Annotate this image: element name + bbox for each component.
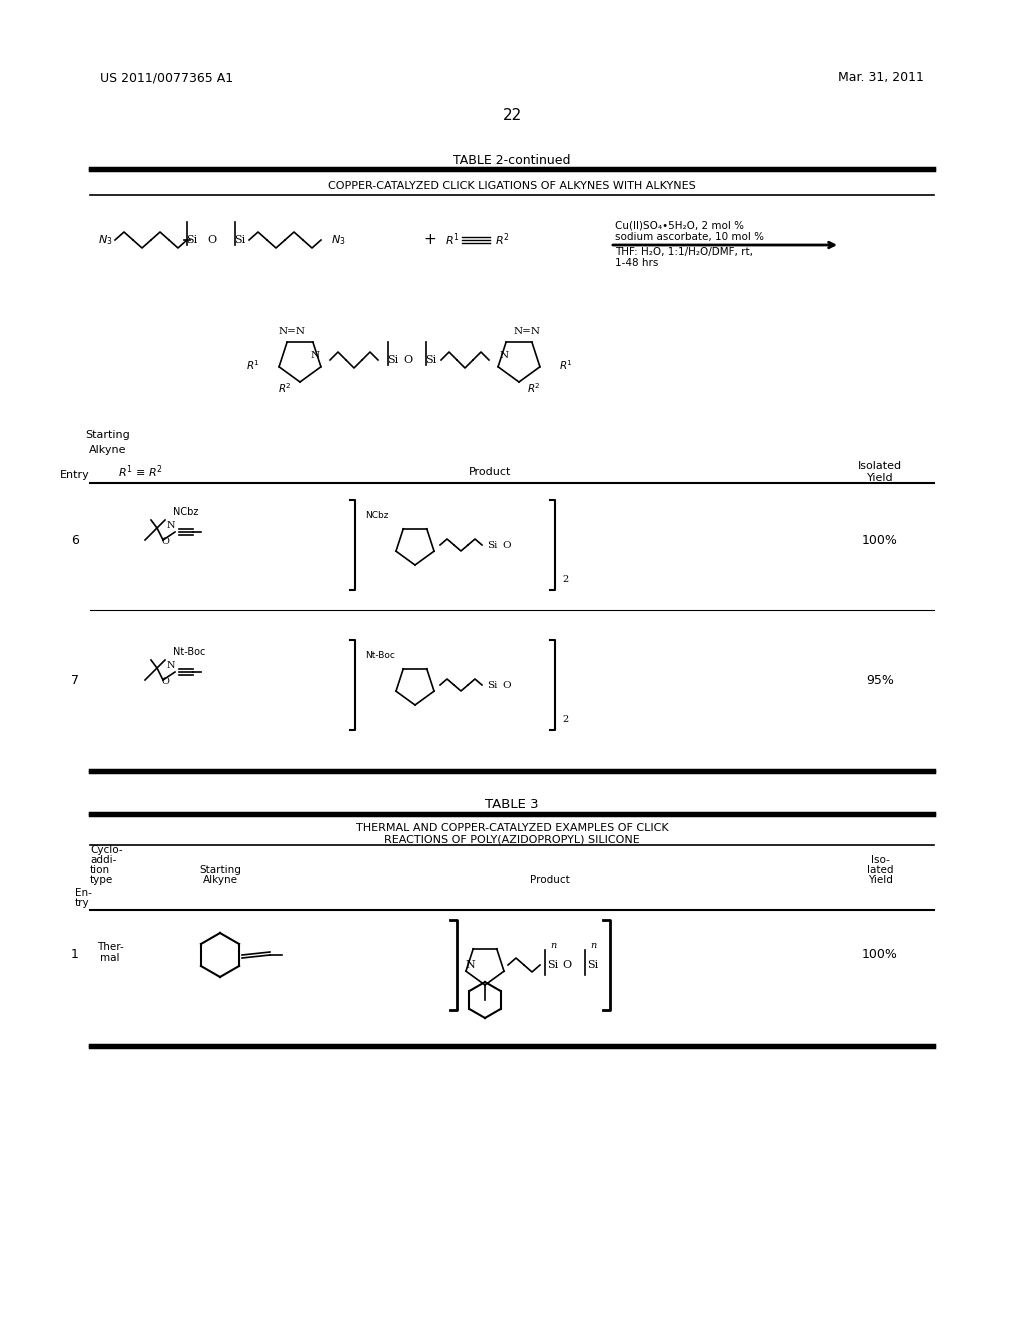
Text: Si: Si	[186, 235, 198, 246]
Text: 100%: 100%	[862, 533, 898, 546]
Text: 2: 2	[562, 576, 568, 585]
Text: 1: 1	[71, 949, 79, 961]
Text: addi-: addi-	[90, 855, 117, 865]
Text: O: O	[503, 681, 511, 689]
Text: Nt-Boc: Nt-Boc	[173, 647, 206, 657]
Text: Mar. 31, 2011: Mar. 31, 2011	[838, 71, 924, 84]
Text: n: n	[590, 940, 596, 949]
Text: 100%: 100%	[862, 949, 898, 961]
Text: $R^1$ ≡ $R^2$: $R^1$ ≡ $R^2$	[118, 463, 163, 480]
Text: Si: Si	[486, 540, 498, 549]
Text: THF: H₂O, 1:1/H₂O/DMF, rt,: THF: H₂O, 1:1/H₂O/DMF, rt,	[615, 247, 753, 257]
Text: Ther-: Ther-	[96, 942, 123, 952]
Text: Si: Si	[588, 960, 599, 970]
Text: Alkyne: Alkyne	[203, 875, 238, 884]
Text: REACTIONS OF POLY(AZIDOPROPYL) SILICONE: REACTIONS OF POLY(AZIDOPROPYL) SILICONE	[384, 834, 640, 843]
Text: Si: Si	[486, 681, 498, 689]
Text: lated: lated	[866, 865, 893, 875]
Text: mal: mal	[100, 953, 120, 964]
Text: O: O	[161, 537, 169, 546]
Text: type: type	[90, 875, 114, 884]
Text: NCbz: NCbz	[365, 511, 388, 520]
Text: NCbz: NCbz	[173, 507, 199, 517]
Text: Si: Si	[387, 355, 398, 366]
Text: O: O	[562, 960, 571, 970]
Text: sodium ascorbate, 10 mol %: sodium ascorbate, 10 mol %	[615, 232, 764, 242]
Text: Alkyne: Alkyne	[89, 445, 127, 455]
Text: TABLE 2-continued: TABLE 2-continued	[454, 153, 570, 166]
Text: Product: Product	[530, 875, 570, 884]
Text: Product: Product	[469, 467, 511, 477]
Text: 6: 6	[71, 533, 79, 546]
Text: Yield: Yield	[867, 875, 893, 884]
Text: Iso-: Iso-	[870, 855, 890, 865]
Text: Cyclo-: Cyclo-	[90, 845, 123, 855]
Text: tion: tion	[90, 865, 111, 875]
Text: $N_3$: $N_3$	[331, 234, 345, 247]
Text: N: N	[500, 351, 509, 359]
Text: 22: 22	[503, 107, 521, 123]
Text: N: N	[167, 520, 175, 529]
Text: 95%: 95%	[866, 673, 894, 686]
Text: US 2011/0077365 A1: US 2011/0077365 A1	[100, 71, 233, 84]
Text: N=N: N=N	[513, 327, 541, 337]
Text: 2: 2	[562, 715, 568, 725]
Text: Entry: Entry	[60, 470, 90, 480]
Text: O: O	[503, 540, 511, 549]
Text: TABLE 3: TABLE 3	[485, 799, 539, 812]
Text: Si: Si	[234, 235, 246, 246]
Text: Si: Si	[425, 355, 436, 366]
Text: +: +	[424, 232, 436, 248]
Text: Isolated
Yield: Isolated Yield	[858, 461, 902, 483]
Text: try: try	[75, 898, 90, 908]
Text: N: N	[310, 351, 319, 359]
Text: Starting: Starting	[199, 865, 241, 875]
Text: O: O	[208, 235, 216, 246]
Text: En-: En-	[75, 888, 92, 898]
Text: O: O	[403, 355, 413, 366]
Text: N: N	[167, 660, 175, 669]
Text: $R^2$: $R^2$	[279, 381, 292, 395]
Text: N=N: N=N	[279, 327, 305, 337]
Text: $R^2$: $R^2$	[495, 232, 510, 248]
Text: Nt-Boc: Nt-Boc	[365, 651, 395, 660]
Text: $R^1$: $R^1$	[445, 232, 460, 248]
Text: $R^1$: $R^1$	[559, 358, 573, 372]
Text: O: O	[161, 677, 169, 686]
Text: Cu(II)SO₄•5H₂O, 2 mol %: Cu(II)SO₄•5H₂O, 2 mol %	[615, 220, 744, 230]
Text: 7: 7	[71, 673, 79, 686]
Text: $R^1$: $R^1$	[246, 358, 260, 372]
Text: Si: Si	[548, 960, 559, 970]
Text: $N_3$: $N_3$	[98, 234, 113, 247]
Text: 1-48 hrs: 1-48 hrs	[615, 257, 658, 268]
Text: n: n	[550, 940, 556, 949]
Text: COPPER-CATALYZED CLICK LIGATIONS OF ALKYNES WITH ALKYNES: COPPER-CATALYZED CLICK LIGATIONS OF ALKY…	[328, 181, 696, 191]
Text: THERMAL AND COPPER-CATALYZED EXAMPLES OF CLICK: THERMAL AND COPPER-CATALYZED EXAMPLES OF…	[355, 822, 669, 833]
Text: $R^2$: $R^2$	[527, 381, 541, 395]
Text: N: N	[465, 960, 475, 970]
Text: Starting: Starting	[86, 430, 130, 440]
